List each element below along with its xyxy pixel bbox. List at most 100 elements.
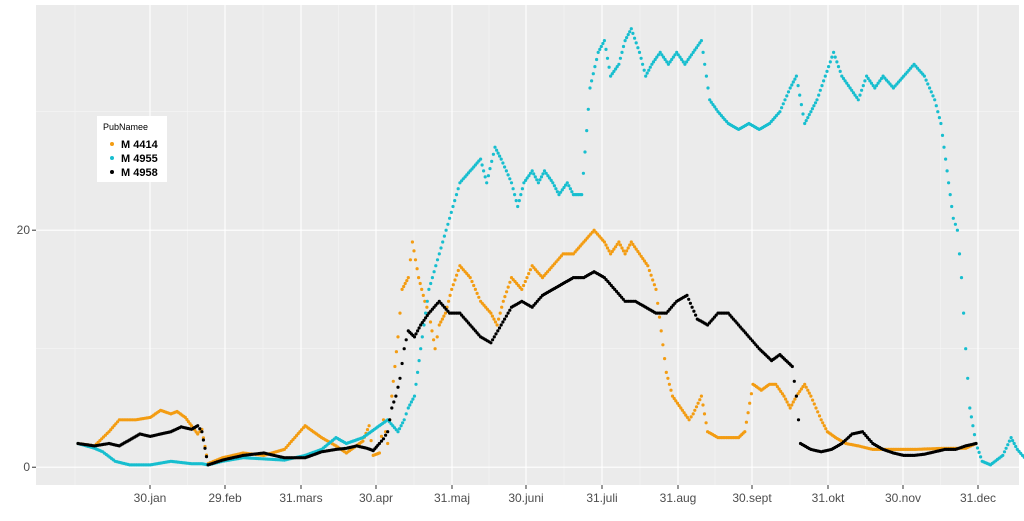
data-point <box>200 430 204 434</box>
data-point <box>785 400 789 404</box>
data-point <box>508 280 512 284</box>
data-point <box>607 249 611 253</box>
data-point <box>1007 439 1012 443</box>
data-point <box>971 424 975 428</box>
data-point <box>504 314 508 318</box>
data-point <box>591 72 595 76</box>
data-point <box>833 55 837 59</box>
data-point <box>560 188 564 192</box>
data-point <box>806 388 810 392</box>
data-point <box>835 60 839 64</box>
data-point <box>504 169 508 173</box>
data-point <box>743 430 747 434</box>
data-point <box>817 93 821 97</box>
data-point <box>424 316 428 320</box>
data-point <box>541 172 545 176</box>
data-point <box>807 391 811 395</box>
data-point <box>390 394 394 398</box>
data-point <box>483 175 487 179</box>
legend-key-m4958 <box>110 170 114 174</box>
data-point <box>676 53 680 57</box>
series-m-4958 <box>76 270 978 467</box>
data-point <box>493 320 498 324</box>
data-point <box>959 276 964 280</box>
data-point <box>394 350 398 354</box>
data-point <box>926 82 930 86</box>
data-point <box>617 240 621 244</box>
data-point <box>406 406 410 410</box>
data-point <box>554 187 558 191</box>
data-point <box>413 258 418 262</box>
data-point <box>377 451 381 455</box>
data-point <box>610 249 614 254</box>
data-point <box>664 370 668 374</box>
data-point <box>953 222 958 226</box>
data-point <box>434 264 438 268</box>
data-point <box>666 62 671 66</box>
data-point <box>865 74 869 78</box>
data-point <box>786 90 791 94</box>
data-point <box>595 57 599 62</box>
data-point <box>615 65 619 69</box>
data-point <box>381 418 386 422</box>
data-point <box>472 283 476 288</box>
data-point <box>661 343 665 347</box>
data-point <box>929 90 933 94</box>
data-point <box>942 145 946 149</box>
data-point <box>1006 443 1010 447</box>
data-point <box>437 323 441 327</box>
data-point <box>683 62 687 66</box>
data-point <box>675 50 679 55</box>
data-point <box>799 103 804 107</box>
data-point <box>401 421 405 425</box>
data-point <box>495 323 499 327</box>
data-point <box>538 178 542 182</box>
data-point <box>879 76 884 81</box>
data-point <box>1002 450 1007 454</box>
data-point <box>493 145 497 149</box>
data-point <box>787 403 791 407</box>
data-point <box>361 439 365 443</box>
data-point <box>822 79 826 83</box>
data-point <box>821 421 825 425</box>
data-point <box>629 27 633 31</box>
data-point <box>424 311 428 315</box>
data-point <box>497 326 502 330</box>
data-point <box>1001 453 1005 457</box>
data-point <box>602 240 607 244</box>
data-point <box>977 450 981 454</box>
data-point <box>957 252 962 256</box>
data-point <box>394 394 398 398</box>
data-point <box>972 433 977 437</box>
data-point <box>749 392 754 396</box>
data-point <box>423 299 427 303</box>
data-point <box>489 341 493 345</box>
data-point <box>377 441 381 446</box>
data-point <box>523 279 527 284</box>
data-point <box>441 240 445 244</box>
data-point <box>856 98 860 102</box>
x-tick-label: 30.juni <box>508 491 543 505</box>
data-point <box>614 67 618 71</box>
data-point <box>675 401 680 405</box>
data-point <box>408 403 412 407</box>
data-point <box>639 56 643 60</box>
data-point <box>871 84 875 88</box>
data-point <box>934 104 938 108</box>
data-point <box>641 257 645 261</box>
data-point <box>609 252 613 256</box>
data-point <box>790 364 794 369</box>
data-point <box>425 313 429 318</box>
data-point <box>430 276 434 280</box>
data-point <box>398 376 402 380</box>
data-point <box>450 287 454 291</box>
data-point <box>690 305 694 309</box>
data-point <box>435 335 439 339</box>
data-point <box>442 314 446 318</box>
data-point <box>499 323 503 327</box>
data-point <box>475 291 479 295</box>
data-point <box>386 430 390 434</box>
data-point <box>425 305 429 309</box>
x-tick-label: 31.mars <box>279 491 322 505</box>
data-point <box>947 181 951 185</box>
